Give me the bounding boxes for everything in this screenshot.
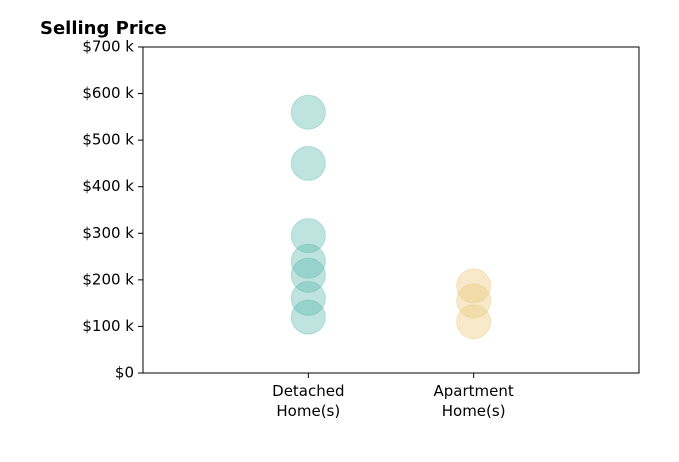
point (290, 280, 326, 316)
point (456, 268, 492, 304)
point (290, 94, 326, 130)
y-tick-label: $100 k (82, 317, 134, 335)
point (290, 145, 326, 181)
point (290, 218, 326, 254)
point (456, 304, 492, 340)
y-tick-label: $600 k (82, 84, 134, 102)
y-tick-label: $300 k (82, 224, 134, 242)
point (290, 243, 326, 279)
x-tick-label: Apartment Home(s) (433, 382, 514, 420)
point (290, 299, 326, 335)
y-tick-label: $0 (115, 364, 134, 382)
point (456, 283, 492, 319)
y-tick-label: $400 k (82, 177, 134, 195)
x-tick-label: Detached Home(s) (272, 382, 345, 420)
y-tick-label: $200 k (82, 270, 134, 288)
chart-title: Selling Price (40, 18, 167, 39)
y-tick-label: $500 k (82, 131, 134, 149)
point (290, 257, 326, 293)
plot-frame (142, 46, 640, 374)
y-tick-label: $700 k (82, 38, 134, 56)
